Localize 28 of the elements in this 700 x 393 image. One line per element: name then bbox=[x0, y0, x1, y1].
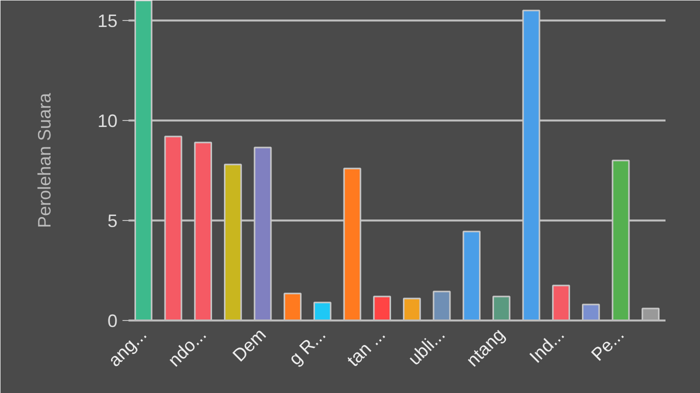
bar bbox=[492, 296, 510, 320]
bar bbox=[254, 146, 272, 320]
bar bbox=[134, 0, 152, 320]
bar bbox=[612, 160, 630, 320]
bar bbox=[642, 308, 660, 320]
bar bbox=[582, 304, 600, 320]
y-tick-label: 5 bbox=[107, 211, 118, 231]
y-tick-label: 15 bbox=[97, 11, 118, 31]
bar bbox=[313, 302, 332, 320]
bar bbox=[462, 230, 481, 320]
x-tick-label: tan ... bbox=[343, 324, 390, 370]
bar bbox=[522, 10, 540, 320]
x-tick-label: ubli... bbox=[404, 324, 449, 369]
bar bbox=[402, 298, 421, 320]
x-tick-label: g R... bbox=[284, 324, 330, 369]
y-tick-label: 0 bbox=[107, 311, 118, 331]
bar bbox=[224, 164, 242, 320]
y-axis-title: Perolehan Suara bbox=[34, 92, 54, 228]
bar bbox=[164, 136, 182, 320]
bar bbox=[194, 142, 212, 320]
bar bbox=[373, 296, 392, 320]
y-tick-label: 10 bbox=[97, 111, 118, 131]
x-tick-label: Pe... bbox=[588, 324, 628, 365]
x-tick-label: Ind... bbox=[526, 324, 568, 367]
bar bbox=[432, 290, 451, 320]
bar bbox=[552, 284, 570, 320]
bar bbox=[343, 168, 362, 320]
bar bbox=[284, 292, 302, 320]
